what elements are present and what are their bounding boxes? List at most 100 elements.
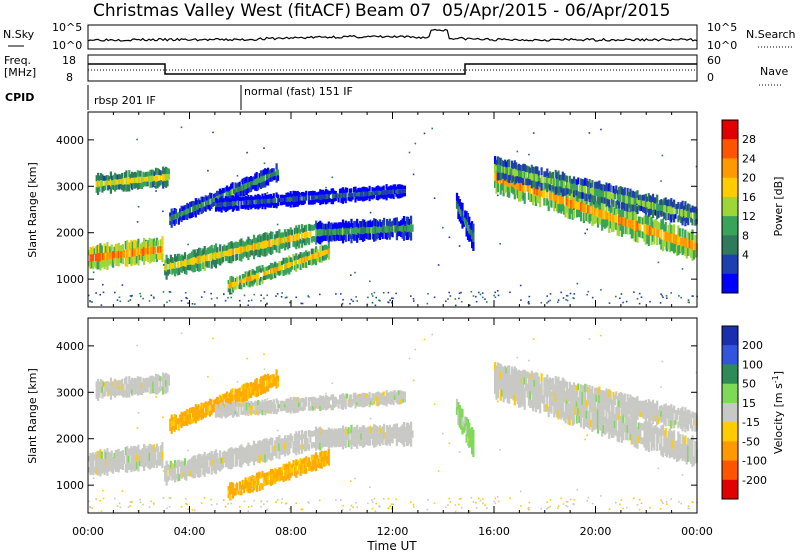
- heatmap-cell: [313, 236, 316, 243]
- heatmap-cell: [143, 177, 146, 182]
- heatmap-cell: [300, 258, 304, 263]
- heatmap-cell: [300, 192, 304, 197]
- heatmap-cell: [300, 253, 304, 259]
- heatmap-cell: [644, 223, 647, 235]
- heatmap-cell: [252, 457, 256, 466]
- heatmap-cell: [128, 462, 132, 470]
- heatmap-cell: [602, 390, 605, 397]
- heatmap-cell: [278, 270, 281, 276]
- heatmap-cell: [202, 255, 205, 263]
- heatmap-cell: [198, 453, 201, 462]
- heatmap-cell: [248, 481, 251, 488]
- heatmap-cell: [130, 257, 133, 267]
- heatmap-cell: [522, 369, 525, 377]
- heatmap-cell: [155, 443, 158, 452]
- heatmap-cell: [316, 192, 319, 196]
- heatmap-cell: [234, 393, 237, 400]
- heatmap-cell: [339, 428, 342, 435]
- heatmap-cell: [595, 387, 598, 395]
- heatmap-cell: [604, 210, 607, 220]
- heatmap-cell: [142, 382, 145, 388]
- heatmap-cell: [357, 223, 360, 229]
- heatmap-cell: [214, 408, 218, 414]
- heatmap-cell: [207, 204, 210, 210]
- heatmap-cell: [316, 435, 319, 442]
- heatmap-cell: [625, 416, 628, 425]
- heatmap-cell: [613, 400, 616, 406]
- heatmap-cell: [161, 244, 164, 254]
- heatmap-cell: [104, 245, 108, 253]
- heatmap-cell: [681, 228, 684, 238]
- heatmap-cell: [364, 402, 367, 407]
- heatmap-cell: [313, 195, 316, 200]
- heatmap-cell: [398, 226, 401, 232]
- heatmap-cell: [519, 370, 522, 377]
- heatmap-cell: [564, 393, 567, 401]
- nsearch-tick-top: 10^5: [707, 21, 737, 34]
- heatmap-cell: [118, 385, 121, 391]
- heatmap-cell: [145, 454, 148, 460]
- heatmap-cell: [510, 392, 514, 399]
- heatmap-cell: [618, 392, 621, 401]
- heatmap-cell: [157, 246, 160, 253]
- heatmap-cell: [516, 376, 519, 382]
- heatmap-cell: [145, 248, 148, 254]
- heatmap-cell: [88, 250, 91, 256]
- heatmap-cell: [630, 204, 633, 211]
- heatmap-cell: [284, 464, 287, 470]
- heatmap-cell: [591, 205, 594, 216]
- heatmap-cell: [336, 229, 339, 235]
- heatmap-cell: [312, 236, 315, 242]
- heatmap-cell: [322, 441, 325, 448]
- heatmap-cell: [260, 203, 263, 207]
- heatmap-cell: [458, 206, 461, 214]
- heatmap-cell: [257, 410, 260, 416]
- heatmap-cell: [561, 204, 564, 212]
- heatmap-cell: [678, 245, 681, 254]
- heatmap-cell: [272, 272, 275, 277]
- heatmap-cell: [106, 185, 110, 191]
- heatmap-cell: [279, 265, 282, 271]
- heatmap-cell: [265, 446, 268, 454]
- heatmap-cell: [220, 407, 223, 414]
- heatmap-cell: [323, 456, 326, 462]
- heatmap-cell: [622, 202, 625, 209]
- heatmap-cell: [120, 257, 123, 264]
- noise-cell: [619, 297, 621, 300]
- noise-cell: [389, 299, 391, 301]
- heatmap-cell: [114, 457, 117, 465]
- heatmap-cell: [214, 202, 218, 208]
- heatmap-cell: [320, 235, 323, 243]
- heatmap-cell: [307, 461, 311, 467]
- heatmap-cell: [230, 198, 233, 202]
- heatmap-cell: [176, 474, 179, 482]
- noise-cell: [665, 295, 668, 297]
- heatmap-cell: [234, 447, 237, 454]
- heatmap-cell: [564, 187, 567, 195]
- heatmap-cell: [106, 175, 110, 181]
- heatmap-cell: [233, 448, 236, 455]
- heatmap-cell: [509, 380, 512, 387]
- heatmap-cell: [534, 402, 538, 412]
- heatmap-cell: [361, 432, 364, 441]
- heatmap-cell: [206, 467, 209, 474]
- heatmap-cell: [643, 421, 646, 431]
- heatmap-cell: [227, 455, 230, 463]
- heatmap-cell: [299, 229, 302, 234]
- heatmap-cell: [385, 438, 389, 446]
- heatmap-cell: [302, 463, 305, 469]
- heatmap-cell: [107, 451, 110, 459]
- heatmap-cell: [403, 185, 406, 190]
- heatmap-cell: [588, 385, 591, 393]
- heatmap-cell: [334, 197, 337, 201]
- heatmap-cell: [227, 256, 230, 264]
- heatmap-cell: [243, 197, 246, 201]
- heatmap-cell: [206, 254, 209, 262]
- heatmap-cell: [692, 212, 695, 219]
- heatmap-cell: [632, 396, 635, 404]
- heatmap-cell: [653, 442, 656, 451]
- heatmap-cell: [245, 281, 249, 286]
- heatmap-cell: [337, 228, 340, 235]
- heatmap-cell: [375, 401, 378, 406]
- heatmap-cell: [529, 184, 532, 194]
